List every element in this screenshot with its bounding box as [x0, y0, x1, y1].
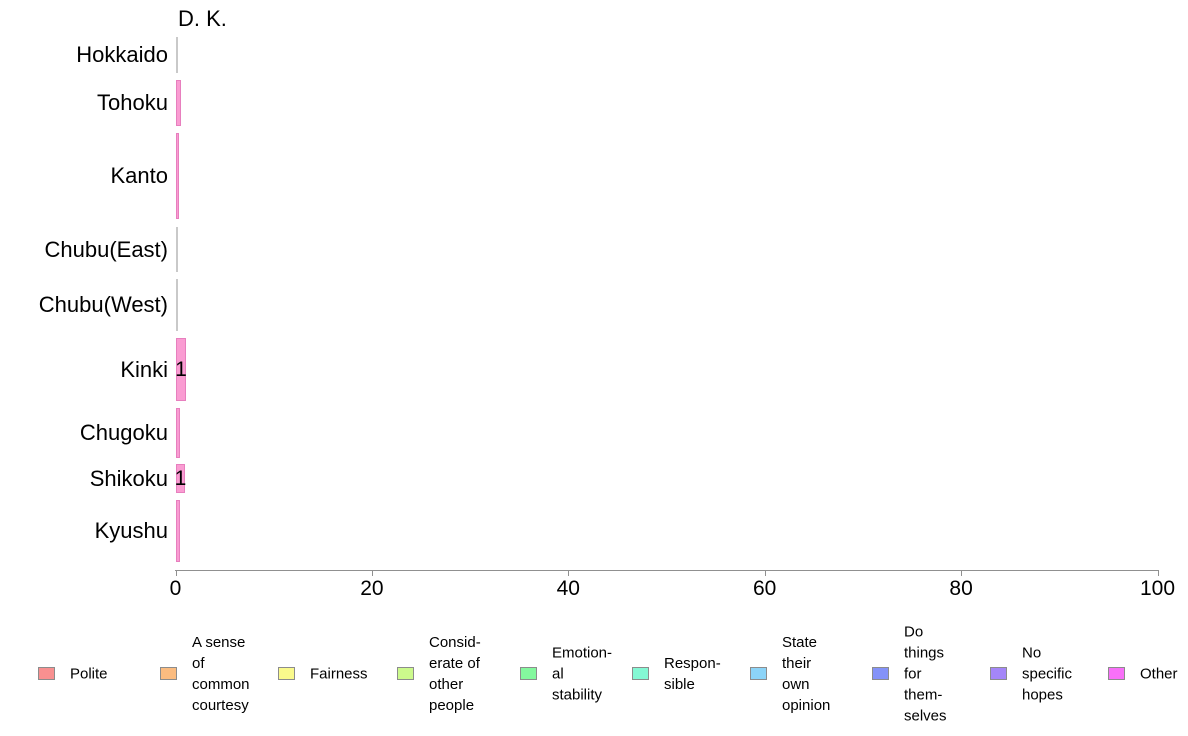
x-axis-tick [568, 570, 570, 576]
legend-swatch [1108, 667, 1125, 680]
x-axis-tick-label: 60 [753, 577, 777, 600]
zero-value-bar [175, 37, 178, 73]
zero-value-bar [175, 227, 178, 272]
bar [175, 408, 181, 458]
legend-label: A sense of common courtesy [192, 634, 250, 714]
legend-label: Fairness [310, 665, 368, 683]
legend-label: Consid- erate of other people [429, 634, 481, 714]
x-axis-tick [961, 570, 963, 576]
bar [175, 80, 182, 126]
category-label: Hokkaido [76, 42, 168, 67]
legend-swatch [872, 667, 889, 680]
legend-swatch [750, 667, 767, 680]
legend-swatch [990, 667, 1007, 680]
category-label: Kinki [120, 356, 168, 382]
zero-value-bar [175, 279, 178, 331]
legend-swatch [520, 667, 537, 680]
x-axis-tick [175, 570, 177, 576]
legend-swatch [278, 667, 295, 680]
legend-label: Do things for them- selves [904, 623, 947, 725]
x-axis-tick-label: 100 [1139, 577, 1176, 600]
category-label: Shikoku [89, 465, 168, 491]
x-axis-tick [764, 570, 766, 576]
legend-swatch [38, 667, 55, 680]
legend-label: Polite [70, 665, 108, 683]
category-label: Chubu(East) [44, 236, 168, 262]
legend-label: State their own opinion [782, 634, 831, 714]
x-axis-tick [371, 570, 373, 576]
legend-swatch [632, 667, 649, 680]
bar [175, 500, 181, 562]
legend-label: No specific hopes [1022, 644, 1073, 704]
category-label: Chubu(West) [38, 292, 168, 317]
legend-swatch [397, 667, 414, 680]
category-label: Kyushu [94, 518, 168, 543]
bar [175, 464, 186, 493]
bar-value-label: 1 [175, 357, 187, 381]
bar [175, 133, 180, 219]
x-axis-tick-label: 0 [169, 577, 182, 600]
legend-label: Other [1140, 665, 1178, 683]
bar-value-label: 1 [174, 466, 187, 490]
category-label: Tohoku [97, 90, 168, 115]
x-axis-tick-label: 80 [949, 577, 973, 600]
x-axis-tick-label: 20 [360, 577, 384, 600]
x-axis-line [175, 570, 1159, 571]
legend-label: Respon- sible [664, 655, 721, 693]
legend-label: Emotion- al stability [552, 644, 613, 704]
chart-title: D. K. [178, 6, 227, 31]
x-axis-tick-label: 40 [556, 577, 580, 600]
category-label: Kanto [110, 163, 169, 188]
category-label: Chugoku [79, 420, 168, 445]
bar [175, 338, 187, 401]
x-axis-tick [1157, 570, 1159, 576]
legend-swatch [160, 667, 177, 680]
